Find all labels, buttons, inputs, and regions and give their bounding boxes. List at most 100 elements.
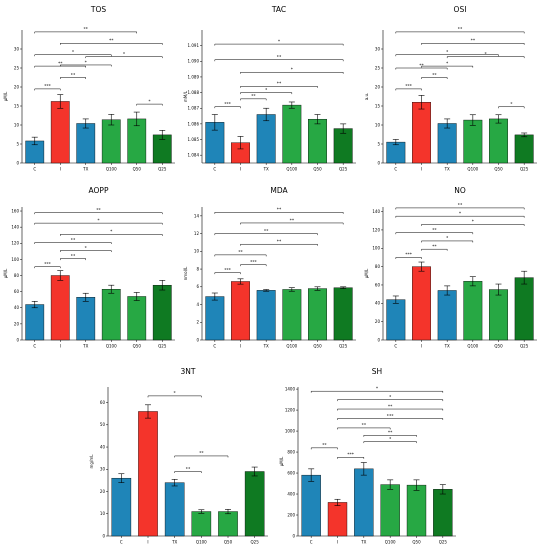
x-tick-label: I (337, 540, 338, 545)
y-axis-label: mM/L (183, 90, 188, 102)
bar-q25 (152, 284, 172, 341)
y-tick-label: 0 (16, 337, 19, 342)
y-tick-label: 1200 (285, 407, 296, 412)
y-tick-label: 140 (11, 225, 19, 230)
x-tick-label: Q100 (196, 540, 207, 545)
y-tick-label: 1.090 (188, 59, 200, 64)
chart-title: TOS (90, 5, 106, 14)
x-tick-label: I (60, 167, 61, 172)
significance-label: ** (71, 237, 76, 243)
y-tick-label: 1000 (285, 428, 296, 433)
bar-tx (164, 482, 185, 537)
bar-q50 (308, 288, 327, 341)
y-tick-label: 20 (375, 84, 381, 89)
y-tick-label: 1.085 (188, 137, 200, 142)
y-tick-label: 5 (16, 141, 19, 146)
bar-q100 (463, 119, 483, 164)
bar-q100 (101, 289, 121, 341)
x-tick-label: C (33, 344, 36, 349)
chart-panel-tac: TAC mM/L 1.084 1.085 1.086 1.087 1.088 1.089 1.0… (183, 5, 356, 172)
y-tick-label: 15 (14, 103, 20, 108)
chart-title: MDA (270, 186, 288, 195)
y-tick-label: 1.086 (188, 121, 200, 126)
significance-label: * (278, 39, 281, 45)
significance-label: ** (71, 253, 76, 259)
y-tick-label: 600 (287, 470, 295, 475)
x-tick-label: Q100 (467, 344, 478, 349)
significance-label: *** (387, 413, 395, 419)
bar-q50 (489, 289, 508, 341)
bar-tx (256, 114, 276, 164)
significance-label: ** (238, 250, 243, 256)
bar-tx (437, 123, 457, 164)
y-tick-label: 12 (194, 231, 200, 236)
y-tick-label: 1.088 (188, 90, 200, 95)
y-tick-label: 6 (196, 284, 199, 289)
x-tick-label: Q50 (224, 540, 233, 545)
y-tick-label: 0 (196, 337, 199, 342)
chart-title: TAC (271, 5, 286, 14)
bar-tx (354, 468, 374, 537)
significance-label: * (389, 394, 392, 400)
y-tick-label: 40 (14, 305, 20, 310)
x-tick-label: Q100 (286, 167, 297, 172)
bar-q100 (282, 289, 302, 341)
x-tick-label: C (394, 167, 397, 172)
significance-label: * (110, 229, 113, 235)
significance-label: ** (471, 38, 476, 44)
x-tick-label: C (213, 167, 216, 172)
significance-label: *** (405, 252, 413, 258)
significance-label: * (459, 211, 462, 217)
bar-c (25, 304, 45, 341)
significance-label: * (472, 219, 475, 225)
y-tick-label: 20 (100, 489, 106, 494)
significance-label: ** (277, 239, 282, 245)
y-tick-label: 20 (14, 321, 20, 326)
y-tick-label: 15 (375, 103, 381, 108)
bar-q50 (308, 118, 327, 164)
bar-c (386, 299, 406, 341)
bar-i (412, 101, 431, 164)
y-tick-label: 200 (287, 512, 295, 517)
significance-label: *** (250, 259, 258, 265)
bar-i (50, 275, 70, 341)
bar-q100 (282, 104, 302, 164)
significance-label: * (265, 87, 268, 93)
x-tick-label: Q100 (385, 540, 396, 545)
significance-label: * (123, 51, 126, 57)
y-axis-label: nmol/L (183, 266, 188, 280)
bar-i (412, 266, 431, 341)
y-tick-label: 14 (194, 213, 200, 218)
significance-label: *** (44, 84, 52, 90)
y-tick-label: 10 (14, 122, 20, 127)
bar-tx (76, 297, 96, 341)
x-tick-label: Q50 (412, 540, 421, 545)
x-tick-label: TX (444, 344, 450, 349)
significance-label: * (485, 51, 488, 57)
y-tick-label: 80 (375, 264, 381, 269)
bar-q50 (218, 511, 238, 537)
significance-label: ** (388, 404, 393, 410)
significance-label: * (446, 61, 449, 67)
significance-label: * (174, 391, 177, 397)
bar-q25 (433, 489, 453, 537)
y-tick-label: 1.089 (188, 74, 200, 79)
significance-label: ** (362, 423, 367, 429)
y-tick-label: 1.084 (188, 153, 200, 158)
x-tick-label: Q100 (106, 167, 117, 172)
significance-label: ** (458, 27, 463, 33)
x-tick-label: Q25 (251, 540, 260, 545)
y-tick-label: 10 (375, 122, 381, 127)
significance-label: ** (186, 466, 191, 472)
y-tick-label: 40 (100, 444, 106, 449)
x-tick-label: I (147, 540, 148, 545)
y-tick-label: 60 (375, 282, 381, 287)
y-tick-label: 400 (287, 491, 295, 496)
y-tick-label: 30 (100, 467, 106, 472)
bar-q100 (101, 119, 121, 164)
significance-label: *** (405, 84, 413, 90)
x-tick-label: Q25 (158, 344, 167, 349)
x-tick-label: TX (263, 167, 269, 172)
significance-label: * (510, 102, 513, 108)
